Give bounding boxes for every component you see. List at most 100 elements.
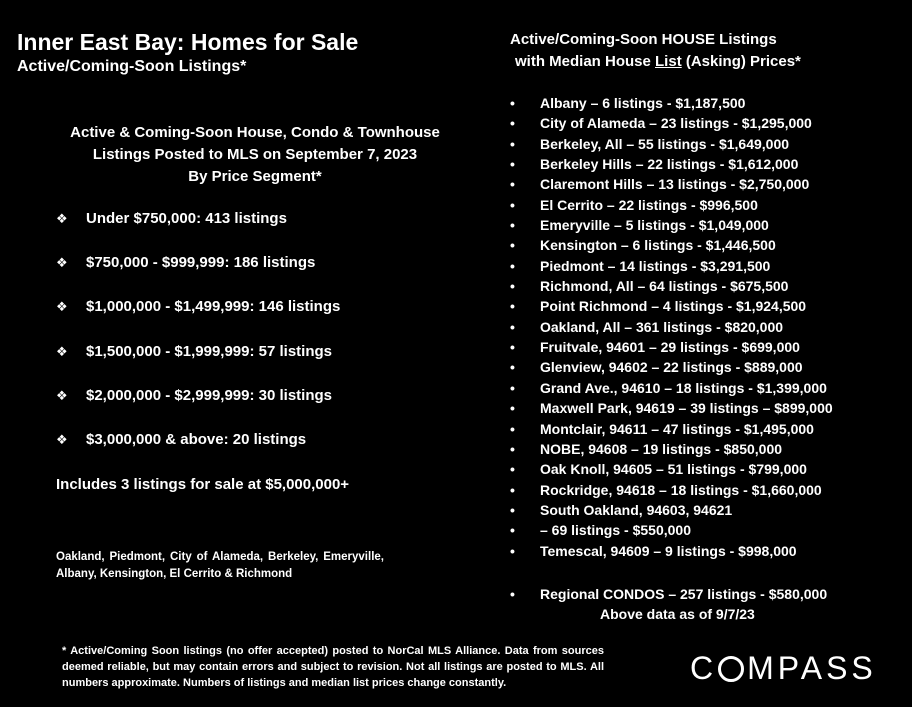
city-listing-text: Oakland, All – 361 listings - $820,000 <box>540 318 784 335</box>
price-segment-item: ❖ $750,000 - $999,999: 186 listings <box>56 252 340 296</box>
heading-text: (Asking) Prices* <box>681 53 801 70</box>
price-segment-item: ❖ $3,000,000 & above: 20 listings <box>56 429 340 473</box>
bullet-icon: • <box>510 196 515 213</box>
city-listing-text: Berkeley, All – 55 listings - $1,649,000 <box>540 135 790 152</box>
bullet-icon: • <box>510 501 515 518</box>
bullet-icon: • <box>510 481 515 498</box>
city-listing-item: • Montclair, 94611 – 47 listings - $1,495… <box>510 419 833 439</box>
segment-heading: Active & Coming-Soon House, Condo & Town… <box>30 122 480 188</box>
price-segment-text: $2,000,000 - $2,999,999: 30 listings <box>86 386 332 404</box>
city-listing-text: City of Alameda – 23 listings - $1,295,0… <box>540 115 812 132</box>
bullet-icon: • <box>510 278 515 295</box>
city-listing-text: Albany – 6 listings - $1,187,500 <box>540 95 746 111</box>
segment-heading-line: Active & Coming-Soon House, Condo & Town… <box>70 124 440 141</box>
bullet-icon: • <box>510 257 515 274</box>
city-listing-list: • Albany – 6 listings - $1,187,500 • City o… <box>510 93 833 561</box>
city-listing-text: Piedmont – 14 listings - $3,291,500 <box>540 257 771 274</box>
city-listing-text: Maxwell Park, 94619 – 39 listings – $899… <box>540 400 833 417</box>
city-listing-item: • Berkeley, All – 55 listings - $1,649,00… <box>510 134 833 154</box>
bullet-icon: • <box>510 115 515 132</box>
heading-text: with Median House <box>515 53 656 70</box>
diamond-bullet-icon: ❖ <box>56 387 68 403</box>
areas-note: Oakland, Piedmont, City of Alameda, Berk… <box>56 551 384 580</box>
price-segment-text: $3,000,000 & above: 20 listings <box>86 430 307 448</box>
city-listing-text: Montclair, 94611 – 47 listings - $1,495,… <box>540 420 814 437</box>
bullet-icon: • <box>510 318 515 335</box>
bullet-icon: • <box>510 586 515 602</box>
page-subtitle: Active/Coming-Soon Listings* <box>17 58 247 75</box>
city-listing-text: Fruitvale, 94601 – 29 listings - $699,00… <box>540 339 800 356</box>
city-listing-item: • – 69 listings - $550,000 <box>510 520 833 540</box>
city-listing-item: • Point Richmond – 4 listings - $1,924,50… <box>510 296 833 316</box>
condo-listing-text: Regional CONDOS – 257 listings - $580,00… <box>540 586 828 602</box>
bullet-icon: • <box>510 217 515 234</box>
price-segment-text: $1,500,000 - $1,999,999: 57 listings <box>86 342 332 360</box>
bullet-icon: • <box>510 461 515 478</box>
city-listing-item: • Piedmont – 14 listings - $3,291,500 <box>510 256 833 276</box>
logo-circle-icon <box>718 656 745 682</box>
city-listing-text: Claremont Hills – 13 listings - $2,750,0… <box>540 176 810 193</box>
city-listing-text: Temescal, 94609 – 9 listings - $998,000 <box>540 542 797 559</box>
includes-note: Includes 3 listings for sale at $5,000,0… <box>56 476 350 493</box>
diamond-bullet-icon: ❖ <box>56 343 68 359</box>
city-listing-item: • Richmond, All – 64 listings - $675,500 <box>510 276 833 296</box>
price-segment-item: ❖ Under $750,000: 413 listings <box>56 208 340 252</box>
price-segment-text: $750,000 - $999,999: 186 listings <box>86 254 316 272</box>
diamond-bullet-icon: ❖ <box>56 431 68 447</box>
bullet-icon: • <box>510 339 515 356</box>
listings-heading: Active/Coming-Soon HOUSE Listings with M… <box>510 29 801 73</box>
city-listing-text: Richmond, All – 64 listings - $675,500 <box>540 278 789 295</box>
city-listing-item: • Fruitvale, 94601 – 29 listings - $699,0… <box>510 337 833 357</box>
data-as-of: Above data as of 9/7/23 <box>600 606 755 622</box>
city-listing-text: Kensington – 6 listings - $1,446,500 <box>540 237 776 254</box>
city-listing-item: • NOBE, 94608 – 19 listings - $850,000 <box>510 439 833 459</box>
price-segment-list: ❖ Under $750,000: 413 listings ❖ $750,000 … <box>56 208 340 473</box>
city-listing-item: • Claremont Hills – 13 listings - $2,750,… <box>510 174 833 194</box>
city-listing-text: Emeryville – 5 listings - $1,049,000 <box>540 217 769 234</box>
bullet-icon: • <box>510 156 515 173</box>
city-listing-item: • Glenview, 94602 – 22 listings - $889,00… <box>510 357 833 377</box>
price-segment-text: Under $750,000: 413 listings <box>86 210 287 227</box>
city-listing-item: • Albany – 6 listings - $1,187,500 <box>510 93 833 113</box>
compass-logo: C MPASS <box>690 650 877 686</box>
city-listing-item: • Grand Ave., 94610 – 18 listings - $1,39… <box>510 378 833 398</box>
city-listing-text: – 69 listings - $550,000 <box>540 522 691 539</box>
city-listing-text: NOBE, 94608 – 19 listings - $850,000 <box>540 440 783 457</box>
bullet-icon: • <box>510 420 515 437</box>
bullet-icon: • <box>510 176 515 193</box>
diamond-bullet-icon: ❖ <box>56 211 68 226</box>
city-listing-text: El Cerrito – 22 listings - $996,500 <box>540 196 758 213</box>
bullet-icon: • <box>510 95 515 111</box>
segment-heading-line: By Price Segment* <box>188 168 322 185</box>
city-listing-item: • Maxwell Park, 94619 – 39 listings – $89… <box>510 398 833 418</box>
city-listing-item: • City of Alameda – 23 listings - $1,295,… <box>510 113 833 133</box>
bullet-icon: • <box>510 359 515 376</box>
city-listing-text: South Oakland, 94603, 94621 <box>540 501 733 518</box>
city-listing-text: Grand Ave., 94610 – 18 listings - $1,399… <box>540 379 827 396</box>
listings-heading-line: with Median House List (Asking) Prices* <box>510 51 801 73</box>
price-segment-item: ❖ $1,000,000 - $1,499,999: 146 listings <box>56 296 340 340</box>
heading-underlined-text: List <box>655 53 682 70</box>
bullet-icon: • <box>510 522 515 539</box>
city-listing-text: Berkeley Hills – 22 listings - $1,612,00… <box>540 156 799 173</box>
city-listing-item: • Temescal, 94609 – 9 listings - $998,000 <box>510 541 833 561</box>
logo-text: C <box>690 650 718 686</box>
city-listing-item: • Oak Knoll, 94605 – 51 listings - $799,0… <box>510 459 833 479</box>
city-listing-item: • Kensington – 6 listings - $1,446,500 <box>510 235 833 255</box>
bullet-icon: • <box>510 237 515 254</box>
city-listing-text: Oak Knoll, 94605 – 51 listings - $799,00… <box>540 461 807 478</box>
segment-heading-line: Listings Posted to MLS on September 7, 2… <box>92 146 418 163</box>
price-segment-text: $1,000,000 - $1,499,999: 146 listings <box>86 298 341 316</box>
city-listing-text: Glenview, 94602 – 22 listings - $889,000 <box>540 359 803 376</box>
price-segment-item: ❖ $2,000,000 - $2,999,999: 30 listings <box>56 385 340 429</box>
bullet-icon: • <box>510 542 515 559</box>
condo-listing: • Regional CONDOS – 257 listings - $580,0… <box>510 584 827 604</box>
bullet-icon: • <box>510 440 515 457</box>
bullet-icon: • <box>510 135 515 152</box>
city-listing-text: Point Richmond – 4 listings - $1,924,500 <box>540 298 807 315</box>
bullet-icon: • <box>510 298 515 315</box>
city-listing-item: • Oakland, All – 361 listings - $820,000 <box>510 317 833 337</box>
diamond-bullet-icon: ❖ <box>56 255 68 271</box>
bullet-icon: • <box>510 400 515 417</box>
listings-heading-line: Active/Coming-Soon HOUSE Listings <box>510 31 777 48</box>
